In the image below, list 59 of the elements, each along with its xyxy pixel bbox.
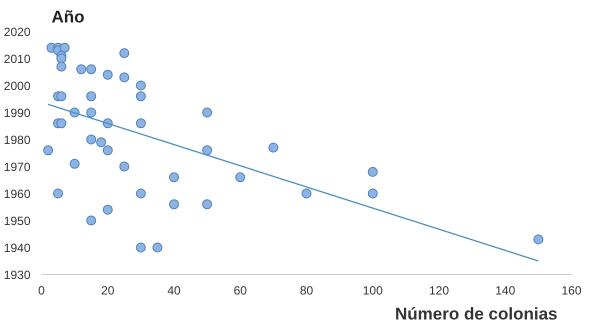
point xyxy=(86,134,96,144)
point xyxy=(533,234,544,244)
point xyxy=(86,216,96,226)
y-tick-label: 1930 xyxy=(4,268,31,282)
point xyxy=(136,242,146,252)
point xyxy=(119,48,130,58)
point xyxy=(70,158,80,169)
point xyxy=(102,70,113,80)
point xyxy=(86,108,96,118)
y-axis-title: Año xyxy=(52,8,85,26)
y-tick-label: 1990 xyxy=(4,106,31,120)
y-tick-label: 2020 xyxy=(4,25,31,39)
point xyxy=(53,188,64,198)
point xyxy=(119,72,130,82)
point xyxy=(56,54,66,64)
point xyxy=(86,91,96,102)
x-axis-title: Número de colonias xyxy=(395,304,558,324)
point xyxy=(136,80,146,90)
x-tick-label: 0 xyxy=(38,284,46,298)
x-tick-label: 20 xyxy=(101,284,115,298)
point xyxy=(102,145,113,156)
point xyxy=(96,137,106,148)
point xyxy=(152,242,162,252)
point xyxy=(76,64,86,74)
point xyxy=(56,118,66,128)
point xyxy=(368,188,378,198)
x-tick-label: 120 xyxy=(428,284,450,298)
y-tick-label: 2010 xyxy=(4,52,31,66)
point xyxy=(102,204,113,215)
point xyxy=(136,118,146,128)
point xyxy=(202,145,212,156)
point xyxy=(136,188,146,198)
y-tick-label: 1960 xyxy=(4,187,31,201)
x-tick-label: 80 xyxy=(300,284,314,298)
point xyxy=(169,199,179,210)
point xyxy=(368,166,378,177)
point xyxy=(202,199,212,210)
point xyxy=(43,145,54,156)
y-tick-label: 1970 xyxy=(4,160,31,174)
point xyxy=(235,172,246,182)
point xyxy=(56,62,66,72)
point xyxy=(56,91,66,102)
x-tick-label: 60 xyxy=(234,284,248,298)
point xyxy=(60,42,70,53)
x-tick-label: 160 xyxy=(561,284,582,298)
y-tick-label: 1980 xyxy=(4,133,31,147)
point xyxy=(268,142,278,153)
y-tick-label: 2000 xyxy=(4,79,31,93)
y-tick-label: 1950 xyxy=(4,214,31,228)
point xyxy=(202,108,212,118)
point xyxy=(136,91,146,102)
x-tick-label: 100 xyxy=(362,284,384,298)
point xyxy=(119,162,130,172)
point xyxy=(169,172,179,182)
point xyxy=(86,64,96,74)
x-tick-label: 40 xyxy=(167,284,181,298)
x-tick-label: 140 xyxy=(495,284,516,298)
point xyxy=(302,188,312,198)
y-tick-label: 1940 xyxy=(4,241,31,255)
